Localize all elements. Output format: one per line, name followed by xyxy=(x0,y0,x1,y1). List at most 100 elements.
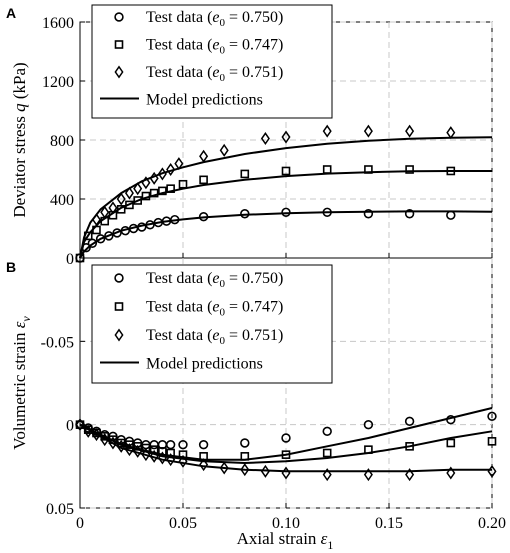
panel-b-series-2-point-11 xyxy=(166,453,176,467)
panel-b-legend-label-2: Test data (e0 = 0.751) xyxy=(146,327,283,347)
panel-a-markers xyxy=(75,124,456,263)
panel-a-legend-label-1: Test data (e0 = 0.747) xyxy=(146,37,283,57)
panel-b-y-axis-label-var: ε xyxy=(10,321,29,328)
panel-a-series-2-point-14 xyxy=(281,130,291,144)
panel-b-series-0-point-12 xyxy=(178,439,188,450)
panel-a-series-1-point-11 xyxy=(166,184,175,193)
panel-b-series-1-point-6 xyxy=(125,440,134,449)
panel-b-legend-model-label: Model predictions xyxy=(146,356,263,373)
panel-b-series-1-point-7 xyxy=(133,442,142,451)
panel-b-series-1-point-9 xyxy=(149,445,159,454)
panel-b-series-1-point-4 xyxy=(108,435,118,444)
panel-b-x-axis-label-sub: 1 xyxy=(327,538,333,552)
panel-a-series-0-point-13 xyxy=(198,212,209,222)
panel-a-series-2-point-1 xyxy=(100,205,110,219)
panel-b-series-2-point-0 xyxy=(75,418,85,432)
panel-b-series-2-point-8 xyxy=(141,448,151,462)
panel-b-series-2-point-21 xyxy=(446,466,456,480)
panel-b-letter: B xyxy=(6,259,16,275)
panel-b-series-0-point-17 xyxy=(363,419,374,430)
panel-a-series-2-point-3 xyxy=(116,192,126,206)
panel-b-series-1-point-11 xyxy=(166,448,175,458)
panel-a-y-tick-label-3: 1200 xyxy=(42,74,74,91)
panel-a: A 0 400 800 1200 1600 Deviator stress q (kPa… xyxy=(6,4,493,268)
panel-a-series-2-point-13 xyxy=(260,132,270,146)
panel-a-series-1-point-5 xyxy=(116,205,126,214)
panel-a-series-0-point-19 xyxy=(446,210,456,220)
panel-a-series-1-point-13 xyxy=(199,175,208,185)
panel-b-y-axis-label-main: Volumetric strain xyxy=(10,328,29,450)
panel-a-letter: A xyxy=(6,5,16,21)
panel-b-series-0-point-13 xyxy=(198,439,209,450)
panel-b-legend-marker-1 xyxy=(114,302,124,311)
panel-a-y-axis-label-var: q xyxy=(10,103,29,112)
panel-a-legend-marker-1 xyxy=(114,40,124,49)
panel-b-legend-label-1: Test data (e0 = 0.747) xyxy=(146,299,283,319)
panel-b-series-1-point-20 xyxy=(487,437,497,446)
panel-a-series-1-point-8 xyxy=(141,191,151,201)
panel-b-series-2-point-7 xyxy=(133,444,143,458)
panel-a-series-2-point-16 xyxy=(363,124,373,138)
panel-a-y-axis-label-unit: (kPa) xyxy=(10,62,29,103)
panel-a-series-0-point-5 xyxy=(112,228,122,238)
panel-a-series-1-point-15 xyxy=(281,166,291,176)
panel-a-series-0-point-17 xyxy=(363,209,374,219)
panel-b-series-1-point-17 xyxy=(364,445,373,454)
panel-b-series-0-point-16 xyxy=(322,426,332,437)
panel-a-legend: Test data (e0 = 0.750) Test data (e0 = 0.… xyxy=(91,4,333,119)
panel-b-x-tick-label-4: 0.20 xyxy=(478,515,506,532)
panel-b-series-2-point-10 xyxy=(157,451,167,465)
panel-b-series-1-point-16 xyxy=(322,448,332,458)
panel-b-series-1-point-14 xyxy=(240,452,250,461)
panel-b-series-1-point-15 xyxy=(281,450,291,459)
panel-b-x-tick-label-3: 0.15 xyxy=(375,515,403,532)
panel-b-series-1-point-3 xyxy=(100,432,110,441)
panel-b-series-0-point-20 xyxy=(487,411,497,422)
panel-b-x-tick-label-0: 0 xyxy=(76,515,84,532)
panel-b-series-1-point-10 xyxy=(158,447,167,456)
panel-a-series-1-point-18 xyxy=(405,165,414,174)
panel-a-series-1-point-14 xyxy=(240,169,250,179)
panel-b-series-2-point-6 xyxy=(124,443,134,457)
panel-b-series-2-point-13 xyxy=(199,458,209,472)
panel-a-series-2-point-0 xyxy=(91,213,101,227)
panel-a-series-2-point-5 xyxy=(133,182,143,196)
panel-a-legend-marker-2 xyxy=(114,65,124,79)
panel-a-series-1-point-16 xyxy=(322,165,332,174)
panel-a-series-0-point-15 xyxy=(281,207,291,217)
panel-b-series-2-point-17 xyxy=(281,466,291,480)
panel-b-series-1-point-8 xyxy=(141,443,151,453)
panel-a-series-2-point-18 xyxy=(446,126,456,140)
panel-b-series-2-point-19 xyxy=(363,468,373,482)
panel-b-series-2-point-16 xyxy=(260,464,270,478)
panel-a-legend-label-2: Test data (e0 = 0.751) xyxy=(146,64,283,84)
panel-a-y-axis-label: Deviator stress q (kPa) xyxy=(10,62,29,217)
panel-b-series-2-point-5 xyxy=(116,439,126,453)
panel-b-series-2-point-4 xyxy=(108,436,118,450)
panel-b-legend-label-0: Test data (e0 = 0.750) xyxy=(146,270,283,290)
panel-a-series-2-point-11 xyxy=(199,149,209,163)
panel-a-series-0-point-9 xyxy=(145,220,155,230)
panel-b-y-tick-label-2: 0.05 xyxy=(46,501,74,518)
panel-a-y-tick-label-4: 1600 xyxy=(42,15,74,32)
panel-b-series-2-point-15 xyxy=(240,463,250,477)
panel-b-series-2-point-9 xyxy=(149,449,159,463)
panel-b-x-tick-label-1: 0.05 xyxy=(169,515,197,532)
panel-b-series-1-point-19 xyxy=(446,438,456,448)
panel-b-series-0-point-18 xyxy=(404,416,415,427)
panel-b-series-1-point-12 xyxy=(178,450,188,459)
panel-b-series-2-point-2 xyxy=(91,428,101,442)
panel-a-series-2-point-12 xyxy=(219,143,229,157)
panel-a-series-2-point-9 xyxy=(166,162,176,177)
panel-a-series-0-point-8 xyxy=(137,222,147,232)
panel-b-series-1-point-5 xyxy=(116,438,126,448)
panel-b-legend-marker-2 xyxy=(114,328,124,342)
panel-b-markers xyxy=(75,411,497,482)
panel-b-series-2-point-14 xyxy=(219,461,229,475)
panel-a-series-1-point-17 xyxy=(364,165,373,174)
panel-a-series-0-point-1 xyxy=(81,242,91,253)
panel-a-series-1-point-7 xyxy=(133,196,142,205)
panel-b-x-tick-label-2: 0.10 xyxy=(272,515,300,532)
